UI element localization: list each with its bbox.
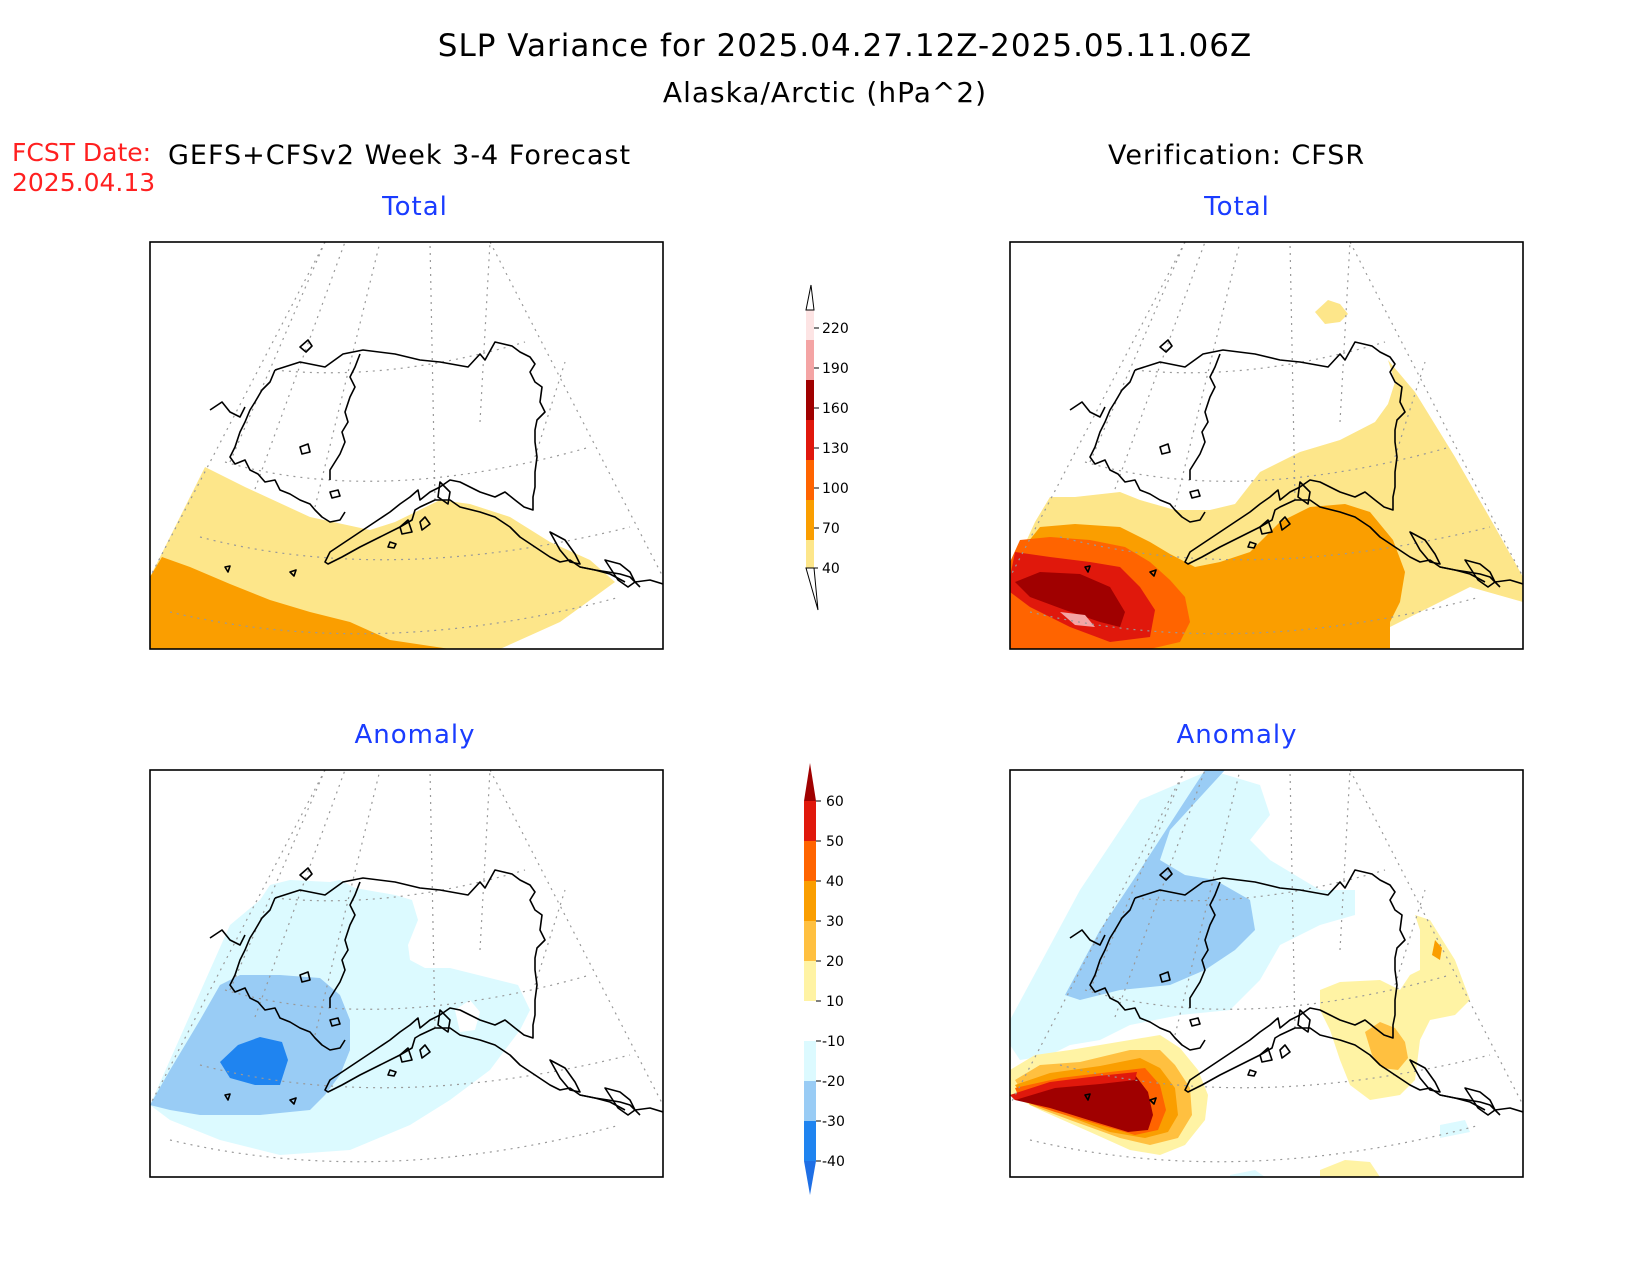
colorbar-anomaly-label: 20 [826,954,844,970]
colorbar-anomaly-label: 50 [826,834,844,850]
colorbar-anomaly-label: 60 [826,794,844,810]
colorbar-total-label: 130 [822,441,849,457]
verification-total-map [1009,241,1524,650]
forecast-date-value: 2025.04.13 [12,168,156,197]
contour-70-100 [150,557,450,649]
contour-minus30-minus40 [220,1037,288,1085]
colorbar-total: 40 70 100 130 160 190 220 [805,284,849,611]
chart-subtitle: Alaska/Arctic (hPa^2) [662,76,988,109]
chart-title: SLP Variance for 2025.04.27.12Z-2025.05.… [437,28,1253,64]
colorbar-total-label: 70 [822,521,840,537]
colorbar-anomaly: -40 -30 -20 -10 10 20 30 40 50 60 [804,763,845,1195]
colorbar-anomaly-label: 40 [826,874,844,890]
panel-title-verification-total: Total [1204,192,1270,222]
colorbar-total-label: 40 [822,561,840,577]
forecast-date-label: FCST Date: [12,138,152,167]
forecast-anomaly-map [149,769,664,1178]
contour-160-190 [1015,572,1125,627]
colorbar-anomaly-label: -30 [822,1114,845,1130]
colorbar-total-label: 160 [822,401,849,417]
colorbar-total-label: 220 [822,321,849,337]
forecast-column-header: GEFS+CFSv2 Week 3-4 Forecast [168,140,632,171]
colorbar-anomaly-label: -10 [822,1034,845,1050]
forecast-total-map [149,241,664,650]
colorbar-anomaly-label: 30 [826,914,844,930]
colorbar-anomaly-label: -20 [822,1074,845,1090]
panel-title-forecast-total: Total [382,192,448,222]
panel-title-verification-anomaly: Anomaly [1176,720,1298,750]
contour-minus20-minus30 [1065,770,1255,1000]
contour-20-30 [1365,1022,1408,1070]
colorbar-total-label: 100 [822,481,849,497]
colorbar-total-label: 190 [822,361,849,377]
contour-40-70-blob [1315,300,1348,324]
verification-anomaly-map [1009,769,1524,1178]
colorbar-anomaly-label: -40 [822,1154,845,1170]
verification-column-header: Verification: CFSR [1108,140,1366,171]
panel-title-forecast-anomaly: Anomaly [354,720,476,750]
colorbar-anomaly-label: 10 [826,994,844,1010]
